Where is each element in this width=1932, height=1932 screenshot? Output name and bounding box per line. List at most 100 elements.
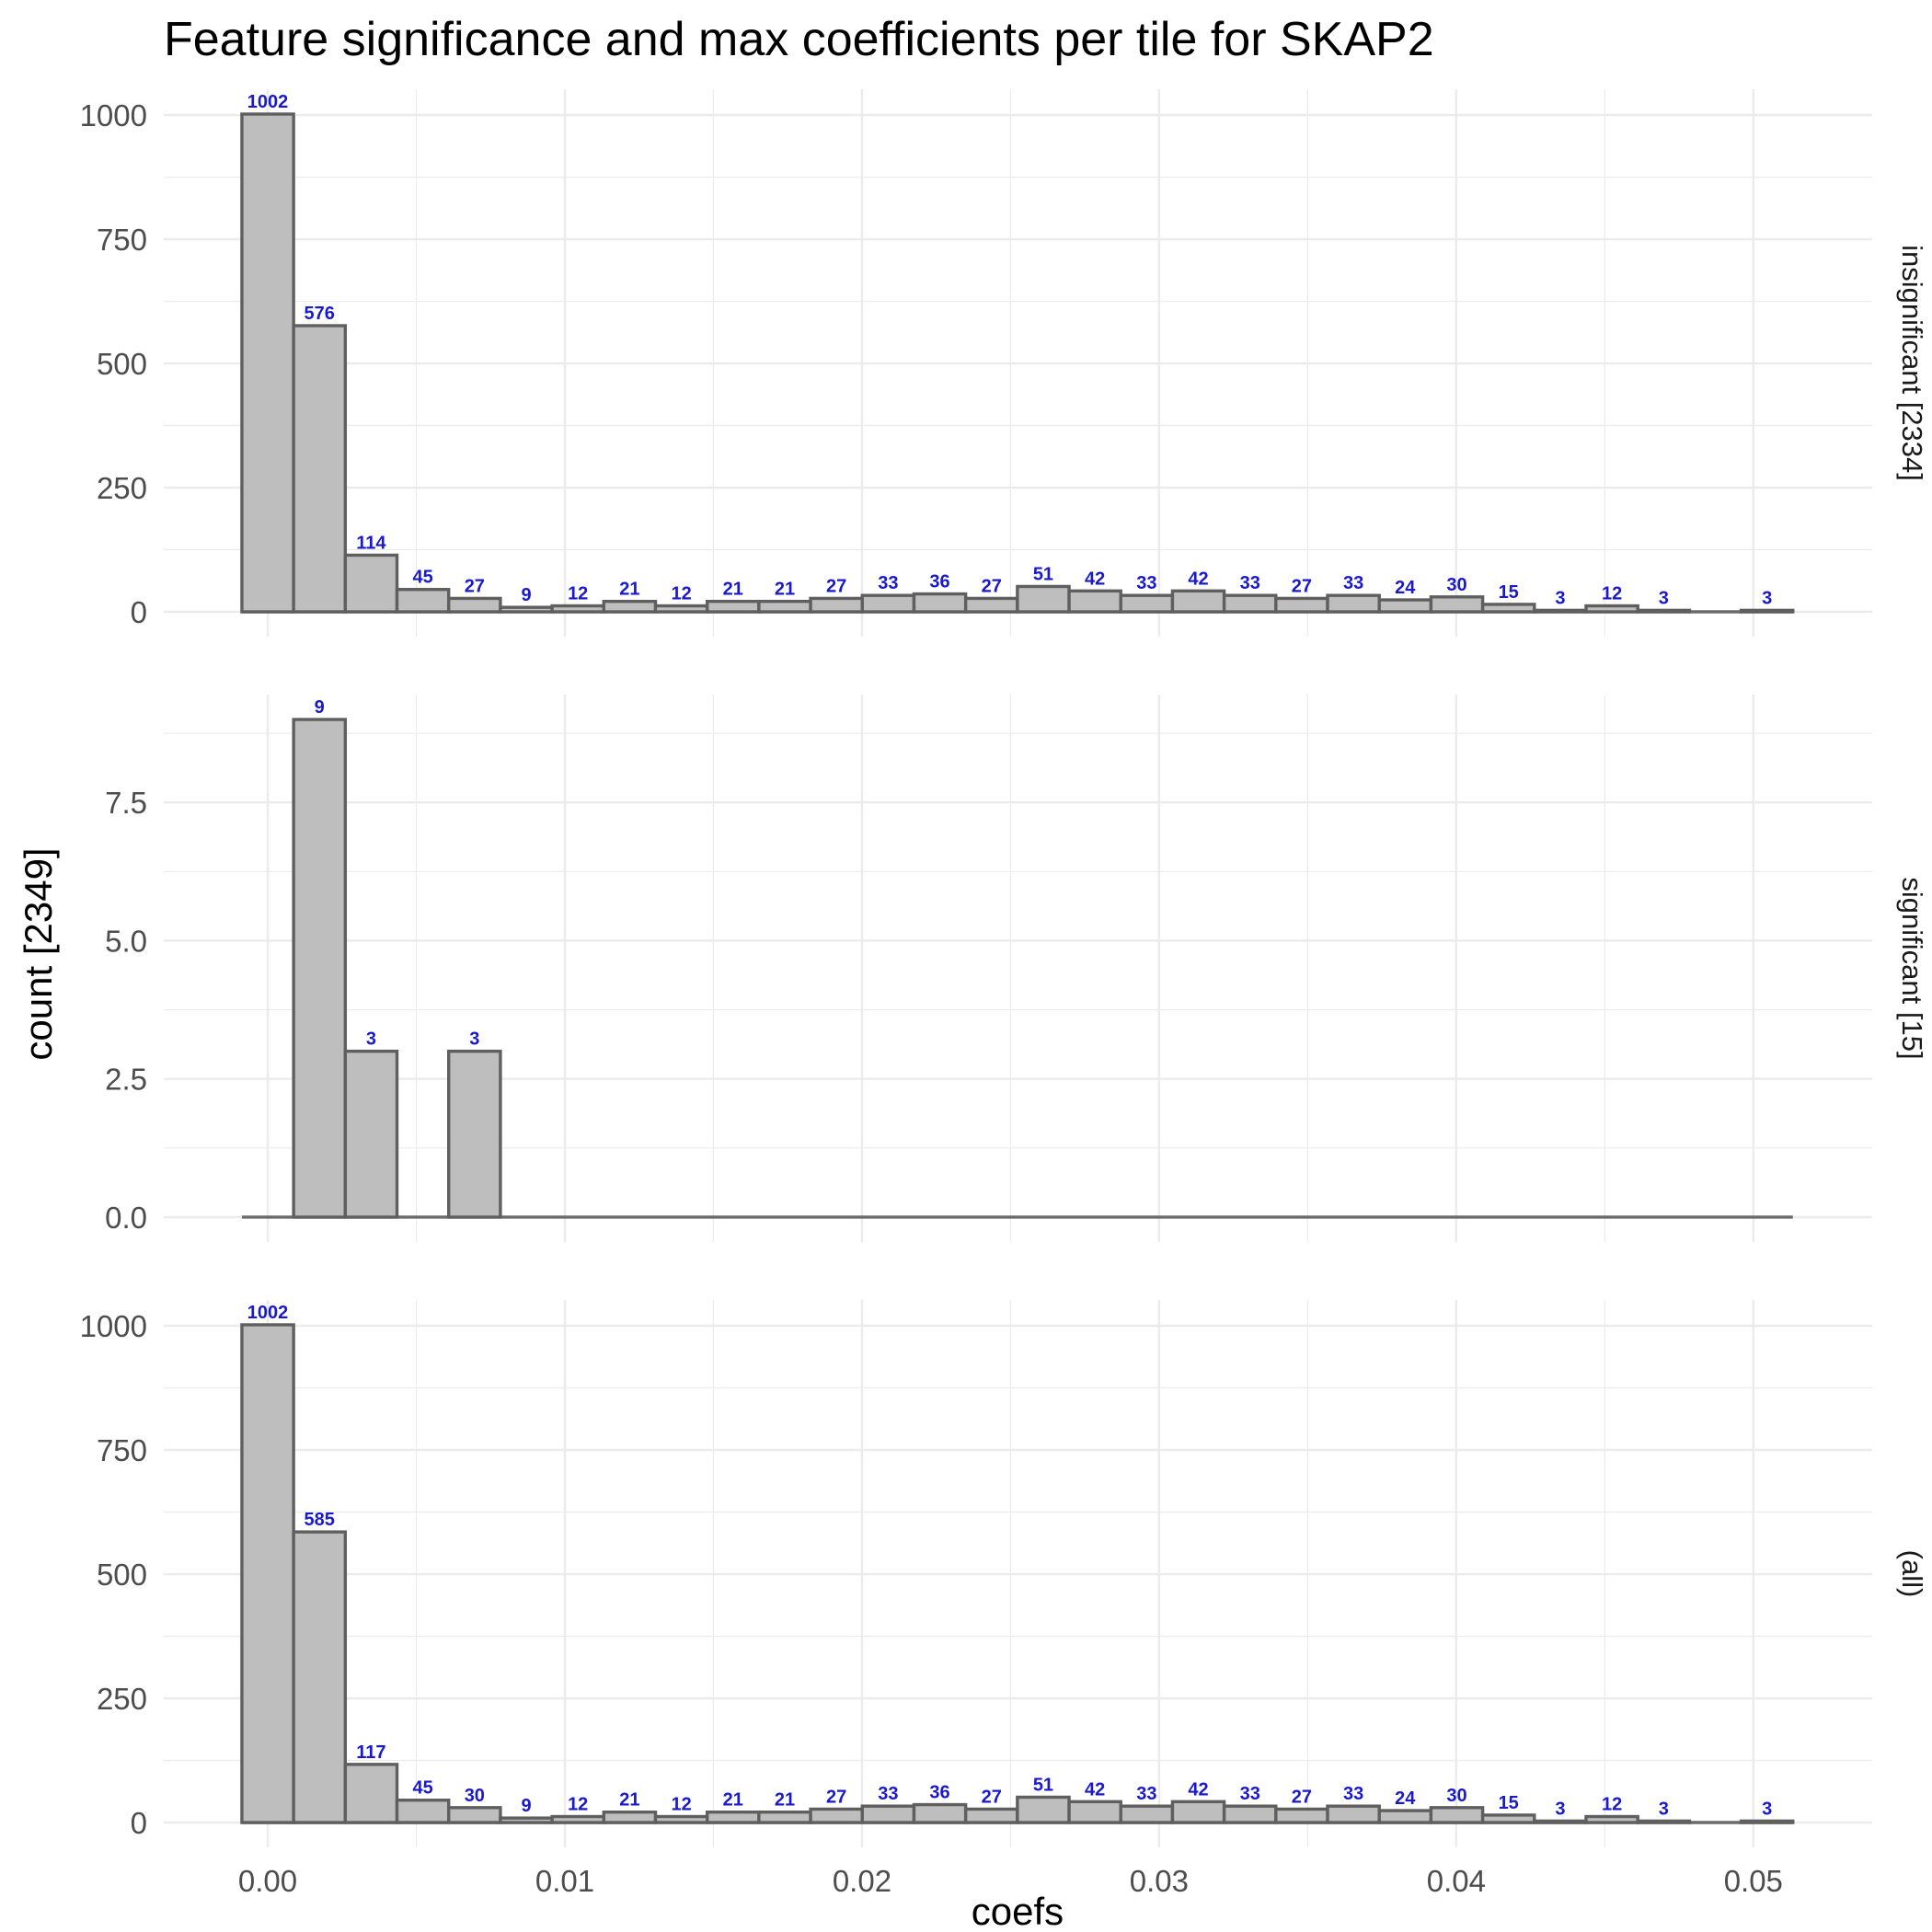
bar-count-label: 114 <box>356 533 386 553</box>
histogram-bar <box>602 1810 658 1824</box>
histogram-bar <box>1429 1806 1485 1824</box>
histogram-bar <box>343 553 399 614</box>
histogram-bar <box>757 1810 812 1824</box>
bar-count-label: 27 <box>826 1787 846 1807</box>
bar-count-label: 9 <box>315 697 325 718</box>
bar-count-label: 585 <box>305 1510 335 1530</box>
x-tick-label: 0.00 <box>238 1864 297 1898</box>
histogram-bar <box>240 112 295 614</box>
y-tick-label: 1000 <box>80 1309 147 1343</box>
histogram-bar <box>1016 1795 1071 1824</box>
x-tick-label: 0.03 <box>1130 1864 1189 1898</box>
bar-count-label: 27 <box>982 576 1002 596</box>
y-tick-label: 250 <box>97 471 147 505</box>
histogram-bar <box>1222 593 1278 614</box>
bar-count-label: 51 <box>1033 564 1053 584</box>
bar-count-label: 117 <box>356 1742 385 1763</box>
bar-count-label: 30 <box>1446 1786 1466 1806</box>
bar-count-label: 42 <box>1085 569 1105 589</box>
histogram-bar <box>1326 593 1381 614</box>
histogram-bar <box>860 593 916 614</box>
bar-count-label: 3 <box>1555 588 1565 608</box>
histogram-bar <box>1533 1819 1588 1824</box>
histogram-bar <box>499 1816 554 1824</box>
bar-count-label: 12 <box>1602 1795 1622 1815</box>
bar-count-label: 3 <box>366 1029 376 1050</box>
bar-count-label: 45 <box>412 568 432 588</box>
y-tick-label: 0 <box>131 1806 147 1840</box>
histogram-bar <box>292 324 348 614</box>
histogram-bar <box>757 599 812 614</box>
bar-count-label: 33 <box>1343 573 1363 593</box>
chart-title: Feature significance and max coefficient… <box>164 13 1434 66</box>
facet-strip-label: (all) <box>1896 1550 1928 1598</box>
histogram-bar <box>499 605 554 614</box>
histogram-bar <box>1584 604 1639 614</box>
bar-count-label: 33 <box>878 1784 898 1804</box>
bar-count-label: 36 <box>929 1783 949 1803</box>
histogram-bar <box>1429 595 1485 614</box>
y-tick-label: 750 <box>97 223 147 257</box>
histogram-bar <box>1067 589 1122 614</box>
bar-count-label: 21 <box>775 580 795 600</box>
y-tick-label: 750 <box>97 1433 147 1467</box>
bar-count-label: 27 <box>826 576 846 596</box>
histogram-bar <box>602 599 658 614</box>
bar-count-label: 42 <box>1188 1779 1208 1800</box>
bar-count-label: 27 <box>465 576 485 596</box>
x-tick-label: 0.04 <box>1427 1864 1486 1898</box>
histogram-bar <box>1584 1814 1639 1824</box>
histogram-bar <box>1274 1807 1329 1824</box>
bar-count-label: 36 <box>929 572 949 592</box>
x-axis-title: coefs <box>972 1890 1064 1932</box>
x-tick-label: 0.05 <box>1724 1864 1783 1898</box>
bar-count-label: 30 <box>465 1786 485 1806</box>
histogram-bar <box>963 1807 1019 1824</box>
histogram-bar <box>447 1049 502 1219</box>
bar-count-label: 21 <box>723 580 743 600</box>
histogram-bar <box>1377 598 1433 614</box>
bar-count-label: 42 <box>1085 1779 1105 1800</box>
histogram-bar <box>1119 1804 1175 1824</box>
bar-count-label: 9 <box>521 585 531 605</box>
bar-count-label: 33 <box>1240 1784 1260 1804</box>
bar-count-label: 3 <box>1555 1799 1565 1819</box>
bar-count-label: 3 <box>469 1029 479 1050</box>
bar-count-label: 15 <box>1499 1793 1519 1813</box>
histogram-bar <box>1739 608 1795 614</box>
y-tick-label: 500 <box>97 347 147 381</box>
bar-count-label: 27 <box>1292 1787 1312 1807</box>
histogram-bar <box>1067 1800 1122 1824</box>
histogram-bar <box>653 604 709 614</box>
facet-strip-label: insignificant [2334] <box>1896 245 1928 481</box>
bar-count-label: 24 <box>1395 1788 1416 1809</box>
bar-count-label: 12 <box>671 584 691 604</box>
histogram-bar <box>705 1810 761 1824</box>
histogram-bar <box>1480 603 1536 614</box>
histogram-bar <box>912 592 968 614</box>
histogram-bar <box>1016 584 1071 614</box>
bar-count-label: 1002 <box>247 92 289 112</box>
histogram-bar <box>809 596 864 614</box>
histogram-bar <box>860 1804 916 1824</box>
bar-count-label: 3 <box>1659 588 1669 608</box>
histogram-bar <box>447 1806 502 1824</box>
histogram-bar <box>912 1802 968 1824</box>
histogram-bar <box>343 1763 399 1824</box>
y-tick-label: 500 <box>97 1558 147 1592</box>
y-tick-label: 5.0 <box>105 924 147 958</box>
histogram-bar <box>292 718 348 1219</box>
bar-count-label: 45 <box>412 1778 432 1799</box>
histogram-bar <box>240 1323 295 1824</box>
bar-count-label: 21 <box>619 1790 639 1811</box>
histogram-bar <box>1170 1800 1226 1824</box>
histogram-bar <box>550 1814 605 1824</box>
y-axis-title: count [2349] <box>17 847 60 1060</box>
bar-count-label: 33 <box>1136 573 1156 593</box>
histogram-bar <box>1636 1819 1692 1824</box>
bar-count-label: 12 <box>671 1795 691 1815</box>
bar-count-label: 15 <box>1499 582 1519 603</box>
